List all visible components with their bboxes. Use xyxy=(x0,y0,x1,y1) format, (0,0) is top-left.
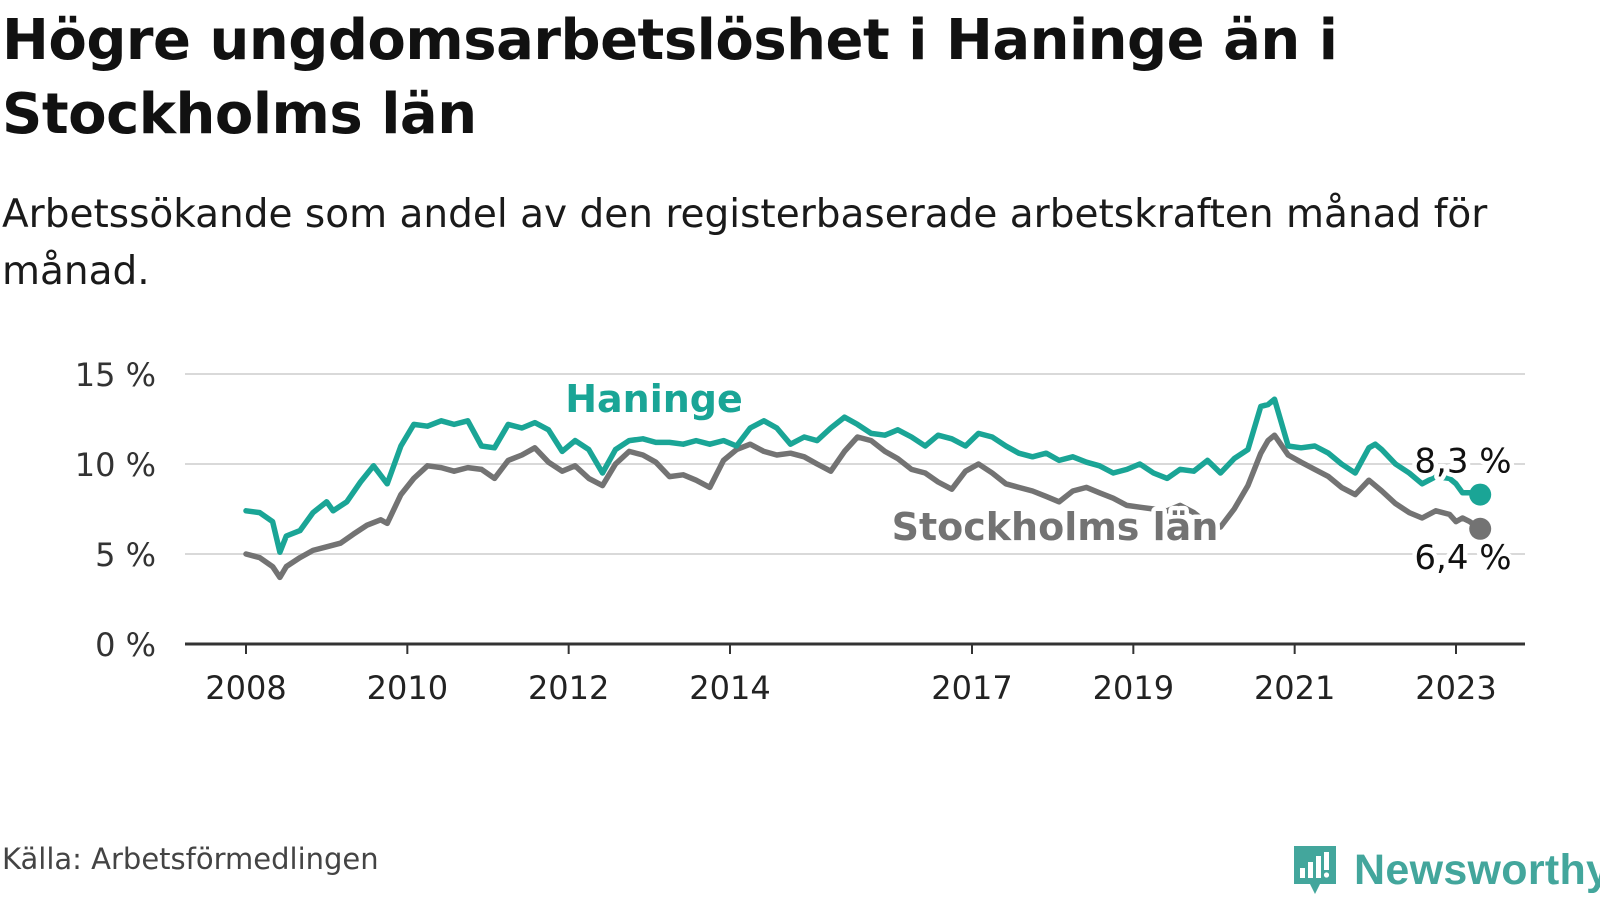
chart-title: Högre ungdomsarbetslöshet i Haninge än i… xyxy=(2,8,1338,147)
brand-logo: Newsworthy xyxy=(1290,842,1600,898)
end-label-haninge: 8,3 % xyxy=(1414,442,1511,482)
grid-layer xyxy=(185,373,1525,646)
brand-name: Newsworthy xyxy=(1354,845,1600,894)
end-point-haninge xyxy=(1469,483,1492,506)
y-axis-ticks: 0 % 5 % 10 % 15 % xyxy=(75,356,156,664)
y-tick-label: 10 % xyxy=(75,446,156,484)
series-label-haninge: Haninge xyxy=(565,377,743,421)
chart-subtitle: Arbetssökande som andel av den registerb… xyxy=(2,192,1488,294)
series-layer xyxy=(243,396,1492,581)
newsworthy-logo-icon xyxy=(1294,846,1336,894)
series-line-haninge xyxy=(243,396,1483,555)
x-tick-label: 2021 xyxy=(1254,669,1335,707)
x-tick-label: 2014 xyxy=(689,669,770,707)
series-label-stockholm: Stockholms län xyxy=(892,505,1219,549)
x-tick-label: 2010 xyxy=(367,669,448,707)
label-layer: Haninge Stockholms län 8,3 % 6,4 % xyxy=(561,373,1516,583)
x-tick-label: 2008 xyxy=(205,669,286,707)
x-tick-label: 2023 xyxy=(1415,669,1496,707)
x-tick-label: 2017 xyxy=(931,669,1012,707)
x-axis-ticks: 2008 2010 2012 2014 2017 2019 2021 2023 xyxy=(205,644,1497,707)
y-tick-label: 15 % xyxy=(75,356,156,394)
x-tick-label: 2012 xyxy=(528,669,609,707)
series-line-stockholm xyxy=(243,432,1483,581)
source-note: Källa: Arbetsförmedlingen xyxy=(2,842,379,876)
end-label-stockholm: 6,4 % xyxy=(1414,538,1511,578)
end-point-stockholm xyxy=(1469,517,1492,540)
y-tick-label: 5 % xyxy=(95,536,156,574)
x-tick-label: 2019 xyxy=(1093,669,1174,707)
y-tick-label: 0 % xyxy=(95,626,156,664)
line-chart: 0 %5 %10 %15 % 2008 2010 2012 2014 2017 2019 2… xyxy=(75,356,1525,707)
